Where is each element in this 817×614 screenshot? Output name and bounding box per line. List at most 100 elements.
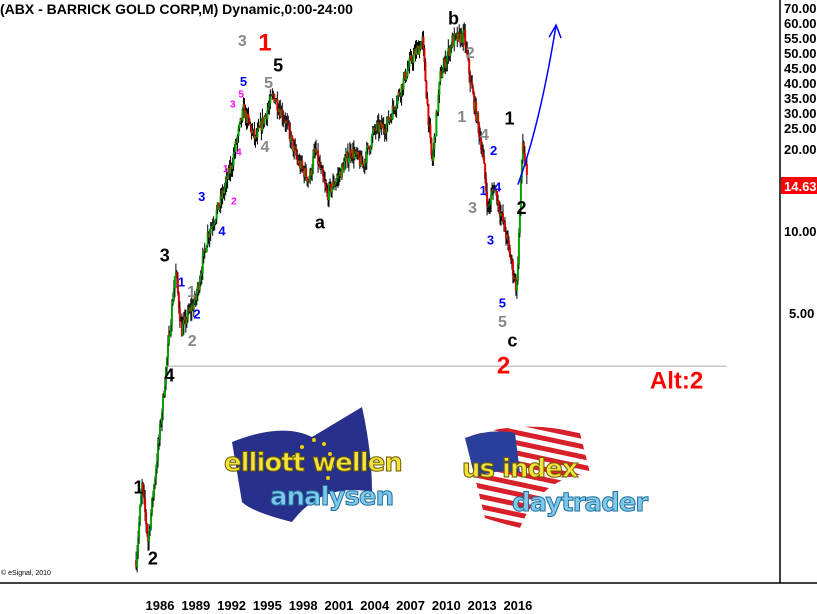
candle-body <box>372 127 375 133</box>
wave-label: b <box>448 9 459 29</box>
candle-body <box>157 443 160 462</box>
candle-body <box>382 123 385 130</box>
candle-body <box>302 166 305 170</box>
candle-body <box>430 137 433 156</box>
wave-label: 1 <box>134 477 144 497</box>
y-tick-label: 20.00 <box>784 142 817 157</box>
candle-body <box>171 300 174 304</box>
candle-body <box>202 249 205 256</box>
candle-body <box>282 118 285 120</box>
candle-body <box>370 136 373 148</box>
candle-body <box>251 130 254 134</box>
chart-title: (ABX - BARRICK GOLD CORP,M) Dynamic,0:00… <box>0 1 353 17</box>
candle-body <box>400 84 403 97</box>
x-axis: 1986 1989 1992 1995 1998 2001 2004 2007 2010 2013… <box>146 598 533 613</box>
candle-body <box>237 128 240 137</box>
wave-label: 1 <box>457 109 466 126</box>
candle-body <box>276 99 279 111</box>
candle-body <box>195 293 198 301</box>
y-tick-label: 10.00 <box>784 224 817 239</box>
candle-body <box>466 47 469 55</box>
candle-body <box>159 423 161 439</box>
candle-body <box>453 34 456 45</box>
candle-body <box>283 119 286 121</box>
candle-body <box>398 92 401 95</box>
elliott-wellen-logo: elliott wellen analysen <box>222 402 422 537</box>
candle-body <box>330 187 333 193</box>
wave-label: 5 <box>499 296 506 311</box>
candle-body <box>139 506 142 523</box>
candle-body <box>212 224 215 226</box>
candle-body <box>229 164 232 174</box>
last-price-badge <box>781 176 817 194</box>
wave-label: 1 <box>187 284 196 301</box>
candle-body <box>169 324 172 336</box>
wave-label: 4 <box>494 180 502 195</box>
wave-label: 1 <box>505 108 515 128</box>
wave-label: 1 <box>178 275 185 290</box>
wave-label: 4 <box>480 127 489 144</box>
candle-body <box>201 255 204 274</box>
candle-body <box>462 30 465 43</box>
candle-body <box>210 226 213 229</box>
x-tick-label: 2013 <box>468 598 497 613</box>
candle-body <box>479 136 482 139</box>
candle-body <box>445 61 448 69</box>
candle-body <box>142 483 145 491</box>
candle-body <box>441 73 444 78</box>
candle-body <box>477 113 480 124</box>
candle-body <box>503 221 506 232</box>
candle-body <box>306 177 309 182</box>
y-tick-label: 5.00 <box>789 306 814 321</box>
y-tick-label: 25.00 <box>784 121 817 136</box>
wave-label: 5 <box>498 314 507 331</box>
candle-body <box>159 423 162 425</box>
overlays <box>164 23 727 367</box>
candle-body <box>518 208 521 234</box>
candle-body <box>163 385 166 396</box>
candle-body <box>438 81 441 95</box>
candle-body <box>418 45 421 55</box>
y-tick-label: 50.00 <box>784 46 817 61</box>
candle-body <box>296 155 299 160</box>
candle-body <box>481 149 484 151</box>
candle-body <box>369 147 372 151</box>
wave-label: 4 <box>236 148 242 159</box>
candle-body <box>218 205 221 210</box>
candle-body <box>199 276 202 283</box>
candle-body <box>149 528 152 531</box>
candle-body <box>313 150 316 157</box>
candle-body <box>408 58 411 67</box>
candle-body <box>335 178 338 183</box>
x-tick-label: 2001 <box>324 598 353 613</box>
candle-body <box>136 551 139 568</box>
wave-label: c <box>507 330 517 350</box>
candle-body <box>167 332 170 344</box>
candle-body <box>435 111 438 137</box>
candle-body <box>211 225 214 227</box>
candle-body <box>140 495 143 507</box>
candle-body <box>266 110 269 120</box>
candle-body <box>258 126 261 128</box>
wave-label: 3 <box>238 33 247 50</box>
candle-body <box>506 234 509 241</box>
candle-body <box>489 203 492 205</box>
candle-body <box>375 124 378 131</box>
x-tick-label: 2016 <box>503 598 532 613</box>
y-axis: 70.0060.0055.0050.0045.0040.0035.0030.00… <box>781 1 817 321</box>
candle-body <box>487 205 490 207</box>
candle-body <box>274 101 277 103</box>
candle-body <box>434 136 437 138</box>
candle-body <box>437 94 440 112</box>
candle-body <box>178 308 181 322</box>
candle-body <box>293 145 296 152</box>
wave-label: a <box>315 212 326 232</box>
candle-body <box>249 123 252 126</box>
candle-body <box>150 512 153 529</box>
candle-body <box>402 78 405 90</box>
wave-label: 5 <box>238 90 244 101</box>
x-tick-label: 1998 <box>289 598 318 613</box>
candle-body <box>153 485 156 497</box>
us-flag-icon <box>465 426 590 528</box>
